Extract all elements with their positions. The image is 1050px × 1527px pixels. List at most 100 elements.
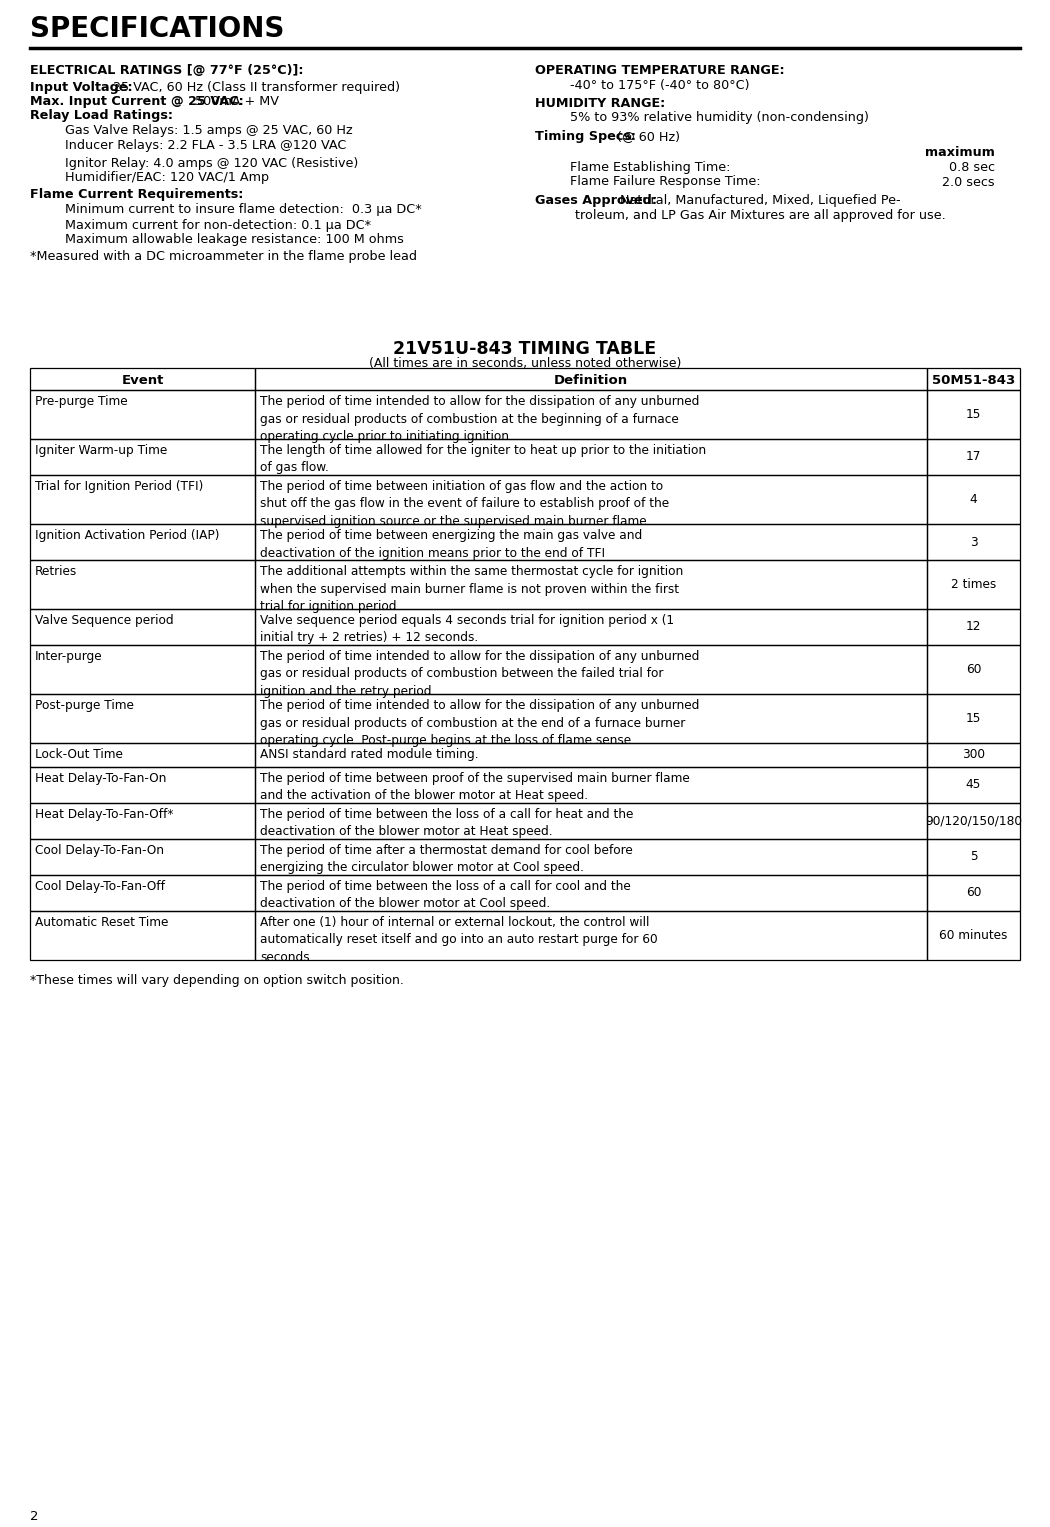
Text: troleum, and LP Gas Air Mixtures are all approved for use.: troleum, and LP Gas Air Mixtures are all…: [575, 209, 946, 221]
Bar: [30, 389, 255, 438]
Text: 60: 60: [966, 663, 981, 676]
Text: Post-purge Time: Post-purge Time: [35, 699, 134, 712]
Bar: [30, 875, 255, 912]
Bar: [30, 912, 255, 960]
Text: Natural, Manufactured, Mixed, Liquefied Pe-: Natural, Manufactured, Mixed, Liquefied …: [620, 194, 901, 208]
Bar: [927, 560, 1020, 609]
Text: Heat Delay-To-Fan-Off*: Heat Delay-To-Fan-Off*: [35, 808, 173, 822]
Text: 5% to 93% relative humidity (non-condensing): 5% to 93% relative humidity (non-condens…: [570, 111, 869, 125]
Text: The period of time between proof of the supervised main burner flame
and the act: The period of time between proof of the …: [260, 773, 690, 803]
Bar: [30, 693, 255, 744]
Text: Timing Specs:: Timing Specs:: [536, 130, 636, 144]
Text: Retries: Retries: [35, 565, 78, 579]
Text: 2 times: 2 times: [951, 579, 996, 591]
Text: 25 VAC, 60 Hz (Class II transformer required): 25 VAC, 60 Hz (Class II transformer requ…: [109, 81, 400, 93]
Text: *Measured with a DC microammeter in the flame probe lead: *Measured with a DC microammeter in the …: [30, 250, 417, 263]
Text: Maximum allowable leakage resistance: 100 M ohms: Maximum allowable leakage resistance: 10…: [65, 234, 404, 246]
Bar: [30, 609, 255, 644]
Bar: [30, 644, 255, 693]
Text: The period of time after a thermostat demand for cool before
energizing the circ: The period of time after a thermostat de…: [260, 844, 633, 875]
Text: 15: 15: [966, 408, 981, 421]
Text: Ignitor Relay: 4.0 amps @ 120 VAC (Resistive): Ignitor Relay: 4.0 amps @ 120 VAC (Resis…: [65, 157, 358, 169]
Bar: [927, 524, 1020, 560]
Bar: [30, 560, 255, 609]
Text: Automatic Reset Time: Automatic Reset Time: [35, 916, 168, 928]
Text: Pre-purge Time: Pre-purge Time: [35, 395, 128, 408]
Text: 17: 17: [966, 450, 981, 464]
Bar: [927, 368, 1020, 389]
Bar: [255, 475, 927, 524]
Text: Input Voltage:: Input Voltage:: [30, 81, 132, 93]
Bar: [927, 744, 1020, 767]
Text: -40° to 175°F (-40° to 80°C): -40° to 175°F (-40° to 80°C): [570, 78, 750, 92]
Bar: [255, 609, 927, 644]
Text: ELECTRICAL RATINGS [@ 77°F (25°C)]:: ELECTRICAL RATINGS [@ 77°F (25°C)]:: [30, 64, 303, 76]
Bar: [927, 475, 1020, 524]
Bar: [30, 838, 255, 875]
Bar: [927, 438, 1020, 475]
Bar: [255, 368, 927, 389]
Bar: [30, 744, 255, 767]
Bar: [255, 644, 927, 693]
Text: After one (1) hour of internal or external lockout, the control will
automatical: After one (1) hour of internal or extern…: [260, 916, 657, 964]
Text: The length of time allowed for the igniter to heat up prior to the initiation
of: The length of time allowed for the ignit…: [260, 444, 706, 475]
Text: Valve sequence period equals 4 seconds trial for ignition period x (1
initial tr: Valve sequence period equals 4 seconds t…: [260, 614, 674, 644]
Text: HUMIDITY RANGE:: HUMIDITY RANGE:: [536, 98, 666, 110]
Text: The period of time between energizing the main gas valve and
deactivation of the: The period of time between energizing th…: [260, 528, 643, 559]
Bar: [255, 438, 927, 475]
Bar: [927, 767, 1020, 803]
Text: Ignition Activation Period (IAP): Ignition Activation Period (IAP): [35, 528, 219, 542]
Bar: [927, 838, 1020, 875]
Text: SPECIFICATIONS: SPECIFICATIONS: [30, 15, 285, 43]
Text: The additional attempts within the same thermostat cycle for ignition
when the s: The additional attempts within the same …: [260, 565, 684, 612]
Text: The period of time intended to allow for the dissipation of any unburned
gas or : The period of time intended to allow for…: [260, 395, 699, 443]
Text: Inter-purge: Inter-purge: [35, 651, 103, 663]
Bar: [30, 803, 255, 838]
Bar: [255, 693, 927, 744]
Text: The period of time intended to allow for the dissipation of any unburned
gas or : The period of time intended to allow for…: [260, 651, 699, 698]
Text: Relay Load Ratings:: Relay Load Ratings:: [30, 110, 173, 122]
Text: 300: 300: [962, 748, 985, 762]
Text: Max. Input Current @ 25 VAC:: Max. Input Current @ 25 VAC:: [30, 95, 244, 108]
Text: Igniter Warm-up Time: Igniter Warm-up Time: [35, 444, 167, 457]
Bar: [30, 524, 255, 560]
Bar: [30, 475, 255, 524]
Text: Gases Approved:: Gases Approved:: [536, 194, 657, 208]
Text: 5: 5: [970, 851, 978, 863]
Text: OPERATING TEMPERATURE RANGE:: OPERATING TEMPERATURE RANGE:: [536, 64, 784, 76]
Text: 0.8 sec: 0.8 sec: [949, 160, 995, 174]
Text: 2: 2: [30, 1510, 39, 1522]
Text: 3: 3: [969, 536, 978, 548]
Text: Lock-Out Time: Lock-Out Time: [35, 748, 123, 760]
Bar: [927, 912, 1020, 960]
Bar: [255, 767, 927, 803]
Bar: [927, 693, 1020, 744]
Text: 500mA + MV: 500mA + MV: [187, 95, 278, 108]
Text: 90/120/150/180: 90/120/150/180: [925, 814, 1022, 828]
Bar: [927, 644, 1020, 693]
Text: 45: 45: [966, 779, 981, 791]
Text: 21V51U-843 TIMING TABLE: 21V51U-843 TIMING TABLE: [394, 341, 656, 357]
Bar: [927, 609, 1020, 644]
Text: The period of time between initiation of gas flow and the action to
shut off the: The period of time between initiation of…: [260, 479, 669, 528]
Text: Cool Delay-To-Fan-On: Cool Delay-To-Fan-On: [35, 844, 164, 857]
Text: The period of time between the loss of a call for heat and the
deactivation of t: The period of time between the loss of a…: [260, 808, 633, 838]
Text: 12: 12: [966, 620, 982, 634]
Bar: [255, 389, 927, 438]
Text: Heat Delay-To-Fan-On: Heat Delay-To-Fan-On: [35, 773, 166, 785]
Text: (@ 60 Hz): (@ 60 Hz): [609, 130, 679, 144]
Text: 4: 4: [969, 493, 978, 505]
Text: Event: Event: [122, 374, 164, 386]
Text: Inducer Relays: 2.2 FLA - 3.5 LRA @120 VAC: Inducer Relays: 2.2 FLA - 3.5 LRA @120 V…: [65, 139, 346, 151]
Bar: [30, 767, 255, 803]
Text: Minimum current to insure flame detection:  0.3 μa DC*: Minimum current to insure flame detectio…: [65, 203, 422, 215]
Text: Flame Failure Response Time:: Flame Failure Response Time:: [570, 176, 760, 188]
Text: The period of time intended to allow for the dissipation of any unburned
gas or : The period of time intended to allow for…: [260, 699, 699, 747]
Text: Trial for Ignition Period (TFI): Trial for Ignition Period (TFI): [35, 479, 204, 493]
Bar: [255, 912, 927, 960]
Text: maximum: maximum: [925, 147, 995, 159]
Bar: [255, 744, 927, 767]
Bar: [255, 875, 927, 912]
Text: The period of time between the loss of a call for cool and the
deactivation of t: The period of time between the loss of a…: [260, 880, 631, 910]
Text: Gas Valve Relays: 1.5 amps @ 25 VAC, 60 Hz: Gas Valve Relays: 1.5 amps @ 25 VAC, 60 …: [65, 124, 353, 137]
